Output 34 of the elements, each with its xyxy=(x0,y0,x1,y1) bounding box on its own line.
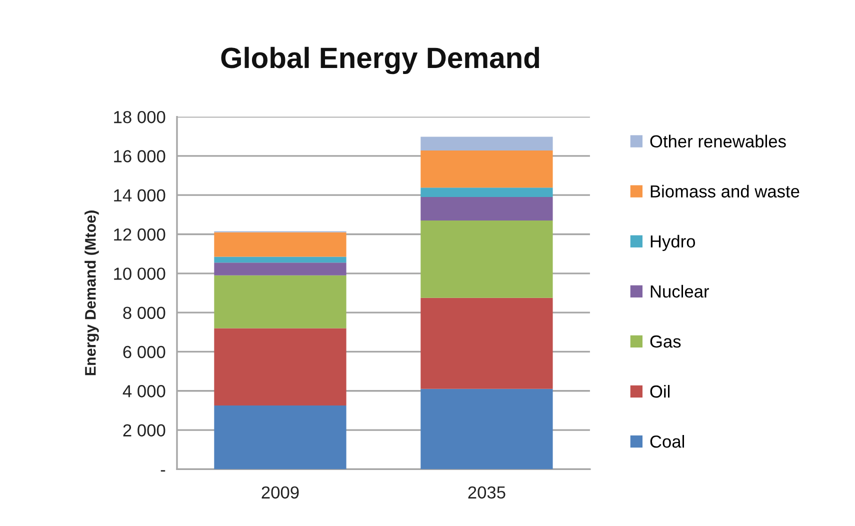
bar xyxy=(420,136,553,150)
legend-label: Coal xyxy=(650,435,684,448)
y-axis-title: Energy Demand (Mtoe) xyxy=(84,210,99,376)
legend-label: Biomass and waste xyxy=(650,184,800,198)
bar xyxy=(420,298,553,389)
y-tick-label: 10 000 xyxy=(114,268,166,280)
bar xyxy=(214,262,346,276)
bar xyxy=(420,220,553,298)
y-tick-label: 6 000 xyxy=(123,346,166,358)
y-tick-label: 4 000 xyxy=(122,385,166,398)
legend-label: Gas xyxy=(650,335,681,348)
x-tick-label: 2035 xyxy=(468,486,506,499)
legend-label: Hydro xyxy=(650,234,696,252)
legend-label: Oil xyxy=(650,384,670,398)
y-tick-label: - xyxy=(160,470,166,472)
y-tick-label: 16 000 xyxy=(114,150,166,162)
x-tick-label: 2009 xyxy=(262,486,299,499)
bar xyxy=(214,328,346,406)
y-tick-label: 14 000 xyxy=(114,189,166,202)
legend-label: Nuclear xyxy=(650,284,709,298)
y-tick-label: 8 000 xyxy=(123,306,166,320)
y-tick-label: 12 000 xyxy=(114,228,166,241)
bar xyxy=(214,232,346,257)
bar xyxy=(420,150,553,188)
bar xyxy=(214,275,346,328)
y-tick-label: 2 000 xyxy=(123,424,166,436)
y-tick-label: 18 000 xyxy=(114,110,166,124)
bar xyxy=(420,188,553,198)
bar xyxy=(420,388,553,470)
legend-label: Other renewables xyxy=(650,134,786,148)
chart-title: Global Energy Demand xyxy=(221,46,540,74)
bar xyxy=(420,197,553,221)
bar xyxy=(214,406,346,470)
bar xyxy=(214,256,346,263)
